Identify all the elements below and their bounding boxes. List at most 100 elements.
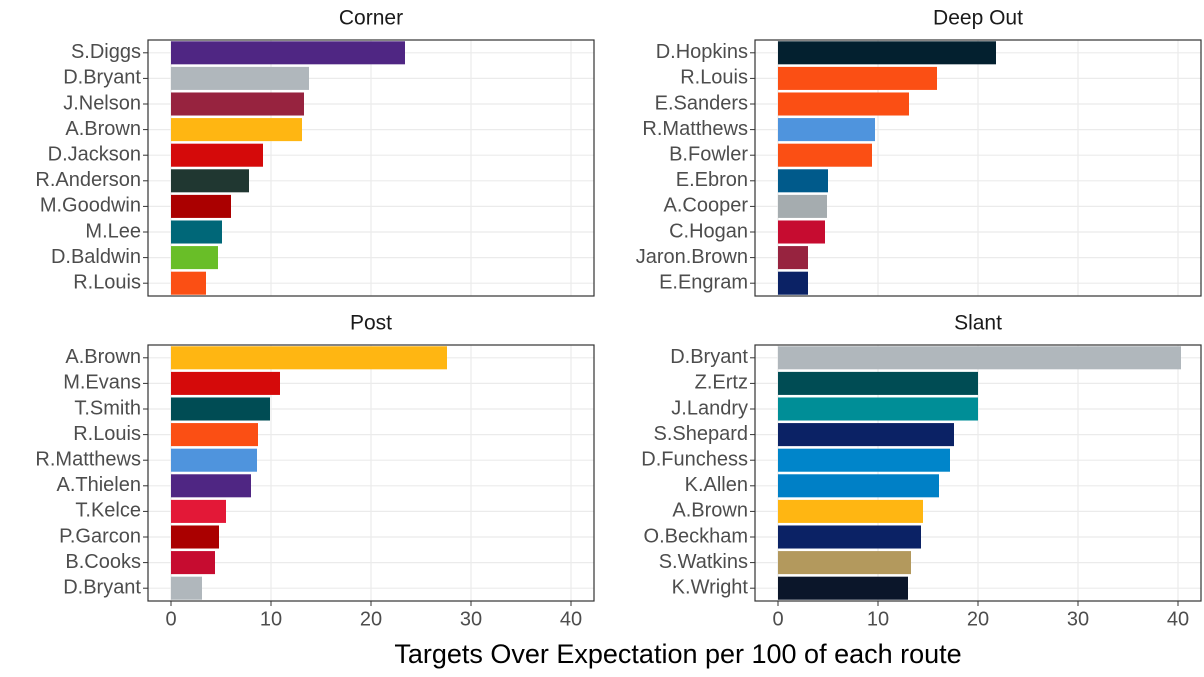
y-tick-label: B.Cooks xyxy=(65,551,141,573)
y-tick-label: R.Matthews xyxy=(642,118,748,140)
panel-border xyxy=(754,39,1202,297)
bar xyxy=(778,448,950,472)
y-tick-label: D.Funchess xyxy=(641,448,748,470)
panel-title: Deep Out xyxy=(933,7,1023,30)
x-tick-label: 10 xyxy=(260,608,282,630)
panel-border xyxy=(754,344,1202,602)
y-tick-label: A.Cooper xyxy=(664,195,749,217)
bar xyxy=(171,220,222,244)
y-tick-label: M.Goodwin xyxy=(40,195,141,217)
y-tick-label: R.Anderson xyxy=(35,169,141,191)
bar xyxy=(171,143,263,167)
y-tick-label: K.Allen xyxy=(685,474,748,496)
bar xyxy=(171,346,447,370)
bar xyxy=(171,397,270,421)
y-tick-label: Jaron.Brown xyxy=(636,246,748,268)
y-tick-label: T.Smith xyxy=(74,397,141,419)
bar xyxy=(778,143,872,167)
x-tick-label: 30 xyxy=(1067,608,1089,630)
bar xyxy=(171,246,218,270)
y-tick-label: A.Brown xyxy=(672,500,748,522)
bar xyxy=(171,474,251,498)
x-tick-label: 20 xyxy=(967,608,989,630)
bar xyxy=(778,271,808,295)
x-tick-label: 0 xyxy=(772,608,783,630)
bar xyxy=(778,92,909,116)
bar xyxy=(171,118,302,142)
x-tick-label: 20 xyxy=(360,608,382,630)
y-tick-label: D.Baldwin xyxy=(51,246,141,268)
y-tick-label: D.Bryant xyxy=(670,346,748,368)
y-tick-label: P.Garcon xyxy=(59,525,141,547)
bar xyxy=(778,194,827,218)
bar xyxy=(171,499,226,523)
bar xyxy=(778,346,1181,370)
panel-title: Slant xyxy=(954,312,1002,335)
y-tick-label: J.Landry xyxy=(671,397,748,419)
y-tick-label: E.Ebron xyxy=(676,169,748,191)
bar xyxy=(171,525,219,549)
y-tick-label: S.Shepard xyxy=(653,423,748,445)
bar xyxy=(171,271,206,295)
y-tick-label: B.Fowler xyxy=(669,143,748,165)
bar xyxy=(171,194,231,218)
y-tick-label: D.Bryant xyxy=(63,67,141,89)
bar xyxy=(778,246,808,270)
panel-title: Corner xyxy=(339,7,403,30)
bar xyxy=(778,220,825,244)
x-tick-label: 40 xyxy=(1167,608,1189,630)
y-tick-label: C.Hogan xyxy=(669,220,748,242)
y-tick-label: J.Nelson xyxy=(63,92,141,114)
bar xyxy=(778,118,875,142)
x-tick-label: 10 xyxy=(867,608,889,630)
y-tick-label: E.Engram xyxy=(659,271,748,293)
y-tick-label: S.Watkins xyxy=(659,551,748,573)
y-tick-label: D.Jackson xyxy=(48,143,141,165)
x-axis-label: Targets Over Expectation per 100 of each… xyxy=(394,639,961,669)
bar xyxy=(778,169,828,193)
y-tick-label: R.Matthews xyxy=(35,448,141,470)
x-tick-label: 40 xyxy=(560,608,582,630)
y-tick-label: A.Brown xyxy=(65,346,141,368)
y-tick-label: R.Louis xyxy=(73,271,141,293)
bar xyxy=(778,397,978,421)
y-tick-label: Z.Ertz xyxy=(695,372,748,394)
panel-title: Post xyxy=(350,312,392,335)
bar xyxy=(171,371,280,395)
bar xyxy=(778,41,996,65)
bar xyxy=(778,371,978,395)
x-tick-label: 0 xyxy=(165,608,176,630)
y-tick-label: M.Lee xyxy=(85,220,141,242)
bar xyxy=(171,576,202,600)
bar xyxy=(778,499,923,523)
y-tick-label: D.Bryant xyxy=(63,576,141,598)
y-tick-label: K.Wright xyxy=(672,576,749,598)
bar xyxy=(778,576,908,600)
y-tick-label: R.Louis xyxy=(680,67,748,89)
bar xyxy=(778,551,911,575)
bar xyxy=(171,448,257,472)
panel-border xyxy=(147,344,595,602)
y-tick-label: T.Kelce xyxy=(75,500,141,522)
bar xyxy=(171,66,309,90)
bar xyxy=(171,423,258,447)
y-tick-label: A.Thielen xyxy=(57,474,142,496)
panel-border xyxy=(147,39,595,297)
bar xyxy=(171,169,249,193)
y-tick-label: R.Louis xyxy=(73,423,141,445)
y-tick-label: A.Brown xyxy=(65,118,141,140)
x-tick-label: 30 xyxy=(460,608,482,630)
y-tick-label: O.Beckham xyxy=(644,525,748,547)
bar xyxy=(778,423,954,447)
bar xyxy=(171,551,215,575)
y-tick-label: S.Diggs xyxy=(71,41,141,63)
y-tick-label: M.Evans xyxy=(63,372,141,394)
bar xyxy=(171,41,405,65)
bar xyxy=(778,474,939,498)
bar xyxy=(778,66,937,90)
bar xyxy=(171,92,304,116)
y-tick-label: D.Hopkins xyxy=(656,41,748,63)
bar xyxy=(778,525,921,549)
y-tick-label: E.Sanders xyxy=(655,92,748,114)
